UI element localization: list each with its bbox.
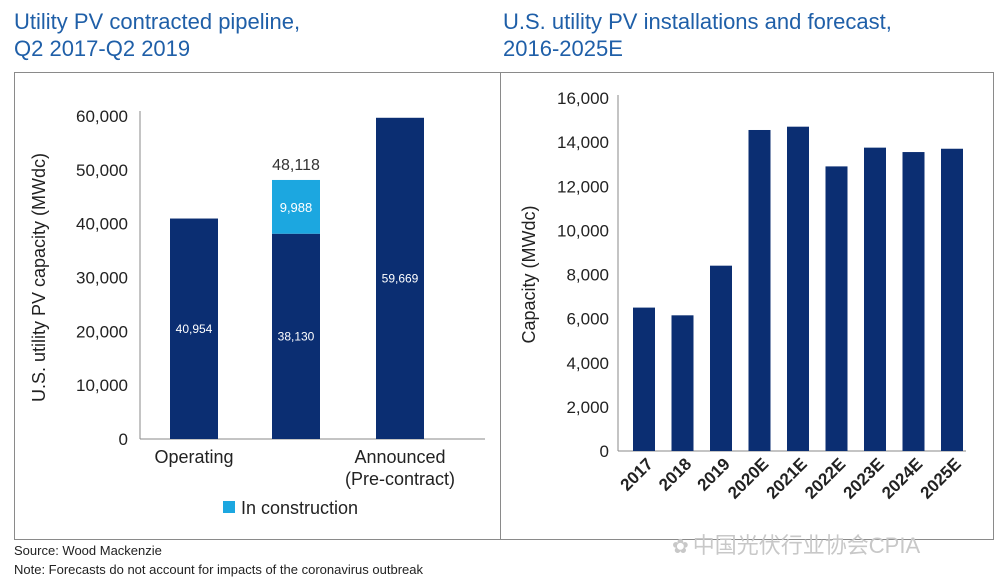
x-tick-label: 2018 (655, 454, 695, 494)
y-tick-label: 12,000 (557, 177, 609, 196)
total-value-label: 48,118 (272, 157, 320, 174)
x-tick-label: 2017 (617, 454, 657, 494)
bar-base (272, 233, 320, 439)
bar (748, 129, 771, 451)
x-tick-label: 2023E (840, 454, 888, 502)
y-tick-label: 14,000 (557, 133, 609, 152)
bar (710, 265, 732, 451)
y-tick-label: 10,000 (557, 221, 609, 240)
bar-in-construction (272, 179, 320, 234)
legend-label: In construction (241, 498, 358, 518)
x-tick-label: 2024E (878, 454, 926, 502)
x-category-label: Announced (354, 447, 445, 467)
y-tick-label: 6,000 (566, 310, 609, 329)
watermark: ✿ 中国光伏行业协会CPIA (672, 528, 920, 560)
y-tick-label: 20,000 (76, 322, 128, 341)
y-tick-label: 60,000 (76, 107, 128, 126)
y-tick-label: 8,000 (566, 266, 609, 285)
pipeline-chart-panel: 0 10,000 20,000 30,000 40,000 50,000 60,000 U.S… (14, 72, 502, 540)
bar-value-label: 59,669 (382, 271, 419, 285)
y-tick-label: 40,000 (76, 215, 128, 234)
y-axis-label: Capacity (MWdc) (519, 205, 539, 343)
x-category-label: (Pre-contract) (345, 469, 455, 489)
y-tick-label: 10,000 (76, 376, 128, 395)
installations-chart: 0 2,000 4,000 6,000 8,000 10,000 12,000 14,000 1… (519, 89, 966, 503)
y-tick-label: 0 (600, 442, 609, 461)
bar (902, 152, 925, 451)
bar (787, 126, 809, 452)
bar-value-label: 38,130 (278, 329, 315, 343)
source-note: Source: Wood Mackenzie (14, 543, 162, 558)
legend-swatch (223, 501, 235, 513)
wechat-icon: ✿ (672, 536, 689, 558)
x-tick-label: 2020E (724, 454, 772, 502)
y-tick-label: 4,000 (566, 354, 609, 373)
bar-value-label: 9,988 (280, 200, 313, 215)
x-category-label: Operating (154, 447, 233, 467)
bar-value-label: 40,954 (176, 322, 213, 336)
x-tick-label: 2021E (763, 454, 811, 502)
y-tick-label: 0 (119, 430, 128, 449)
bar (941, 148, 963, 451)
y-axis-label: U.S. utility PV capacity (MWdc) (29, 153, 49, 402)
x-tick-label: 2022E (801, 454, 849, 502)
bar (825, 166, 848, 452)
watermark-text: 中国光伏行业协会CPIA (692, 533, 921, 558)
bar-base (376, 117, 424, 439)
bar (864, 147, 886, 451)
y-tick-label: 2,000 (566, 398, 609, 417)
y-tick-label: 50,000 (76, 161, 128, 180)
forecast-note: Note: Forecasts do not account for impac… (14, 562, 423, 577)
right-chart-title: U.S. utility PV installations and foreca… (503, 9, 892, 61)
bar (671, 315, 694, 451)
installations-chart-panel: 0 2,000 4,000 6,000 8,000 10,000 12,000 14,000 1… (500, 72, 994, 540)
y-tick-label: 30,000 (76, 269, 128, 288)
left-chart-title: Utility PV contracted pipeline, Q2 2017-… (14, 9, 301, 61)
pipeline-chart: 0 10,000 20,000 30,000 40,000 50,000 60,000 U.S… (29, 107, 485, 518)
x-tick-label: 2025E (917, 454, 965, 502)
bar-base (170, 218, 218, 439)
bar (633, 307, 655, 451)
y-tick-label: 16,000 (557, 89, 609, 108)
